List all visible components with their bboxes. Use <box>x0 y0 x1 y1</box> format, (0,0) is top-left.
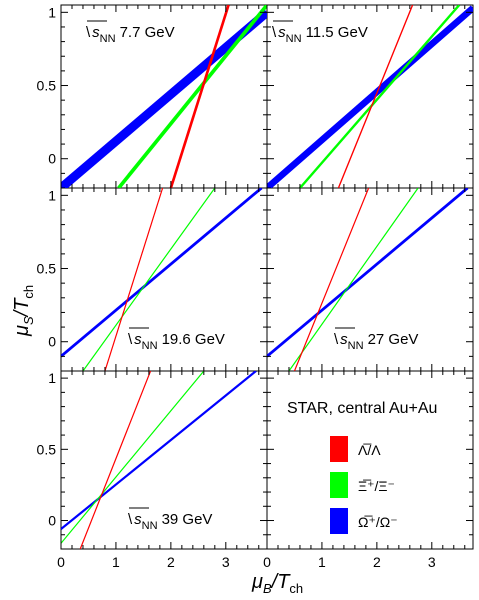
y-tick-label: 0 <box>48 151 56 167</box>
sqrt-s: s <box>278 24 286 41</box>
panel-lines <box>61 5 267 188</box>
energy-label-11.5: \ sNN 11.5 GeV <box>272 20 368 45</box>
energy-value: 19.6 GeV <box>162 331 225 348</box>
y-axis-title-main: μ <box>11 325 33 337</box>
energy-label-39: \ sNN 39 GeV <box>128 507 212 532</box>
y-tick-label: 0 <box>48 513 56 529</box>
sqrt-s: s <box>340 331 348 348</box>
legend-entry-xi: Ξ̅⁺/Ξ⁻ <box>330 472 395 498</box>
y-tick-label: 0.5 <box>37 78 57 94</box>
x-tick-label: 2 <box>373 554 381 570</box>
series-line-omega <box>61 8 267 188</box>
y-axis-title-sub: S <box>21 316 36 325</box>
legend-title: STAR, central Au+Au <box>287 400 437 417</box>
nn-subscript: NN <box>100 33 116 45</box>
legend-swatch <box>330 472 348 498</box>
legend-swatch <box>330 436 348 462</box>
nn-subscript: NN <box>348 340 364 352</box>
series-line-lambda <box>293 188 370 371</box>
y-tick-label: 1 <box>48 370 56 386</box>
sqrt-symbol: \ <box>128 511 133 528</box>
axis-ticks: 0 0.5 1 0 0.5 1 0 0.5 1 0 1 2 3 0 1 2 3 <box>37 4 473 570</box>
energy-value: 11.5 GeV <box>306 24 368 41</box>
energy-label-7.7: \ sNN 7.7 GeV <box>86 20 175 45</box>
energy-value: 7.7 GeV <box>120 24 175 41</box>
y-axis-title: μS/Tch <box>11 285 36 337</box>
energy-value: 27 GeV <box>368 331 419 348</box>
panel-lines <box>267 188 469 371</box>
y-tick-label: 0.5 <box>37 261 57 277</box>
energy-label-27: \ sNN 27 GeV <box>334 327 418 352</box>
panel-lines <box>61 188 263 371</box>
sqrt-s: s <box>134 331 142 348</box>
x-tick-label: 1 <box>318 554 326 570</box>
sqrt-symbol: \ <box>86 24 91 41</box>
series-line-omega <box>61 188 263 358</box>
x-axis-title-div-sub: ch <box>289 581 303 596</box>
x-axis-title-div: /T <box>270 571 292 593</box>
legend-swatch <box>330 508 348 534</box>
y-tick-label: 1 <box>48 4 56 20</box>
y-axis-title-div-sub: ch <box>21 285 36 299</box>
legend-entry-lambda: Λ̅/Λ <box>330 436 381 462</box>
series-line-xi <box>61 371 205 544</box>
energy-value: 39 GeV <box>162 511 213 528</box>
x-tick-label: 3 <box>428 554 436 570</box>
sqrt-symbol: \ <box>272 24 277 41</box>
series-line-lambda <box>337 5 414 188</box>
x-axis-title-main: μ <box>251 571 263 593</box>
series-line-xi <box>288 188 419 371</box>
series-line-omega <box>267 188 469 358</box>
legend-entry-omega: Ω̅⁺/Ω⁻ <box>330 508 398 534</box>
series-line-omega <box>61 371 257 530</box>
nn-subscript: NN <box>286 33 302 45</box>
x-tick-label: 0 <box>263 554 271 570</box>
y-axis-title-div: /T <box>11 297 33 319</box>
series-line-xi <box>299 5 461 188</box>
series-line-xi <box>82 188 216 371</box>
legend-label: Λ̅/Λ <box>358 442 381 458</box>
panel-lines <box>61 371 257 549</box>
series-line-omega <box>267 5 473 188</box>
x-tick-label: 1 <box>112 554 120 570</box>
x-tick-label: 3 <box>222 554 230 570</box>
legend-label: Ξ̅⁺/Ξ⁻ <box>358 478 395 494</box>
legend-label: Ω̅⁺/Ω⁻ <box>358 514 398 530</box>
legend-panel-frame <box>266 370 474 550</box>
sqrt-s: s <box>134 511 142 528</box>
x-tick-label: 0 <box>57 554 65 570</box>
y-tick-label: 0.5 <box>37 441 57 457</box>
nn-subscript: NN <box>142 340 158 352</box>
series-line-lambda <box>104 188 164 371</box>
sqrt-symbol: \ <box>128 331 133 348</box>
sqrt-s: s <box>92 24 100 41</box>
y-tick-label: 1 <box>48 187 56 203</box>
y-tick-label: 0 <box>48 334 56 350</box>
x-axis-title: μB/Tch <box>251 571 303 596</box>
series-line-lambda <box>169 5 230 188</box>
nn-subscript: NN <box>142 520 158 532</box>
x-axis-title-sub: B <box>263 581 272 596</box>
x-tick-label: 2 <box>167 554 175 570</box>
sqrt-symbol: \ <box>334 331 339 348</box>
series-line-lambda <box>79 371 152 549</box>
panel-lines <box>267 5 473 188</box>
energy-label-19.6: \ sNN 19.6 GeV <box>128 327 225 352</box>
series-line-xi <box>117 5 267 188</box>
